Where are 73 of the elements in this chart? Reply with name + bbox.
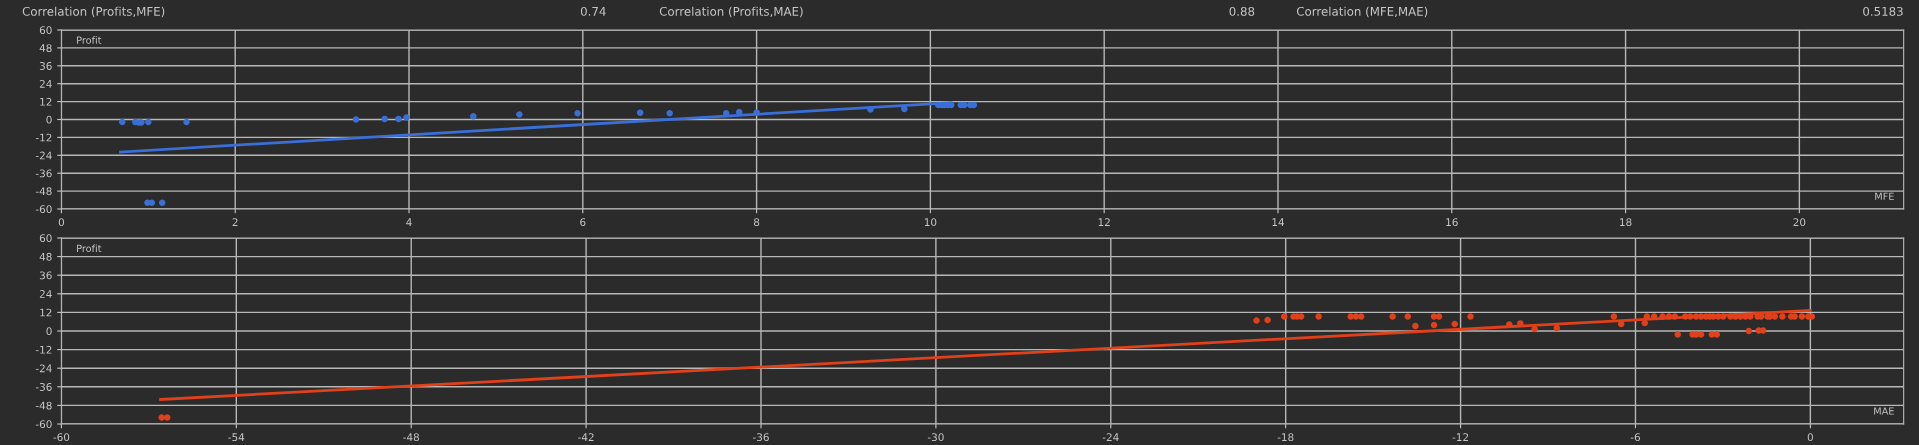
point [395, 115, 402, 123]
text: Correlation (MFE,MAE) [1296, 6, 1428, 18]
x-tick-label: 4 [406, 218, 412, 226]
text: 0.5183 [1863, 6, 1903, 16]
y-tick-label: -24 [35, 364, 52, 373]
point [352, 116, 360, 123]
x-tick-label: -60 [53, 433, 70, 442]
x-tick-label: -30 [927, 433, 944, 442]
y-tick-label: 60 [39, 26, 52, 35]
x-tick-label: -6 [1630, 433, 1641, 442]
y-tick-label: 12 [40, 97, 52, 106]
x-tick-label: 2 [232, 218, 238, 226]
y-tick-label: -24 [35, 151, 52, 160]
x-tick-label: 12 [1098, 218, 1110, 226]
text: Correlation (Profits,MFE) [22, 6, 165, 18]
x-tick-label: -12 [1452, 433, 1469, 441]
x-axis-title: MFE [1875, 192, 1894, 200]
point [158, 199, 166, 206]
y-tick-label: 48 [39, 252, 52, 261]
point [516, 111, 523, 118]
y-tick-label: 0 [46, 327, 52, 336]
text: 0.74 [580, 6, 606, 16]
x-tick-label: 0 [58, 218, 65, 227]
x-tick-label: -48 [403, 433, 419, 442]
y-tick-label: 24 [39, 290, 52, 298]
y-axis-title: Profit [77, 244, 102, 253]
y-tick-label: -12 [35, 133, 52, 142]
y-axis-title: Profit [77, 36, 102, 44]
y-tick-label: -48 [35, 401, 52, 410]
point [636, 109, 644, 116]
y-tick-label: 12 [40, 308, 52, 317]
point [753, 109, 760, 116]
y-tick-label: 60 [39, 234, 52, 243]
y-tick-label: 36 [39, 271, 52, 280]
y-tick-label: -36 [35, 383, 52, 391]
y-tick-label: 24 [39, 79, 52, 88]
y-tick-label: -60 [35, 205, 52, 214]
point [145, 118, 152, 126]
x-tick-label: -36 [753, 433, 769, 442]
x-tick-label: 10 [924, 218, 937, 227]
point [574, 109, 581, 117]
y-tick-label: -12 [35, 345, 52, 354]
y-tick-label: -48 [35, 187, 52, 196]
x-tick-label: -42 [578, 433, 594, 441]
x-tick-label: -24 [1102, 433, 1119, 441]
point [666, 109, 673, 117]
x-tick-label: -18 [1277, 433, 1294, 442]
point [961, 101, 968, 109]
point [148, 199, 156, 206]
y-tick-label: -60 [35, 420, 52, 429]
text: Correlation (Profits,MAE) [659, 6, 803, 18]
point [470, 113, 477, 120]
point [403, 114, 410, 121]
text: 0.88 [1229, 6, 1255, 16]
x-tick-label: 6 [580, 218, 586, 227]
point [183, 118, 190, 126]
x-axis-title: MAE [1874, 407, 1894, 415]
x-tick-label: 20 [1793, 218, 1806, 227]
x-tick-label: 8 [753, 218, 760, 227]
x-tick-label: 16 [1446, 218, 1458, 227]
y-tick-label: -36 [35, 169, 52, 178]
point [735, 108, 743, 116]
point [118, 118, 126, 126]
point [381, 115, 388, 123]
y-tick-label: 48 [39, 44, 52, 53]
x-tick-label: -54 [228, 433, 245, 442]
point [901, 105, 908, 113]
x-tick-label: 18 [1620, 218, 1632, 227]
y-tick-label: 36 [39, 62, 52, 70]
y-tick-label: 0 [46, 115, 52, 124]
x-tick-label: 14 [1272, 218, 1285, 226]
point [867, 106, 874, 113]
x-tick-label: 0 [1807, 433, 1813, 442]
